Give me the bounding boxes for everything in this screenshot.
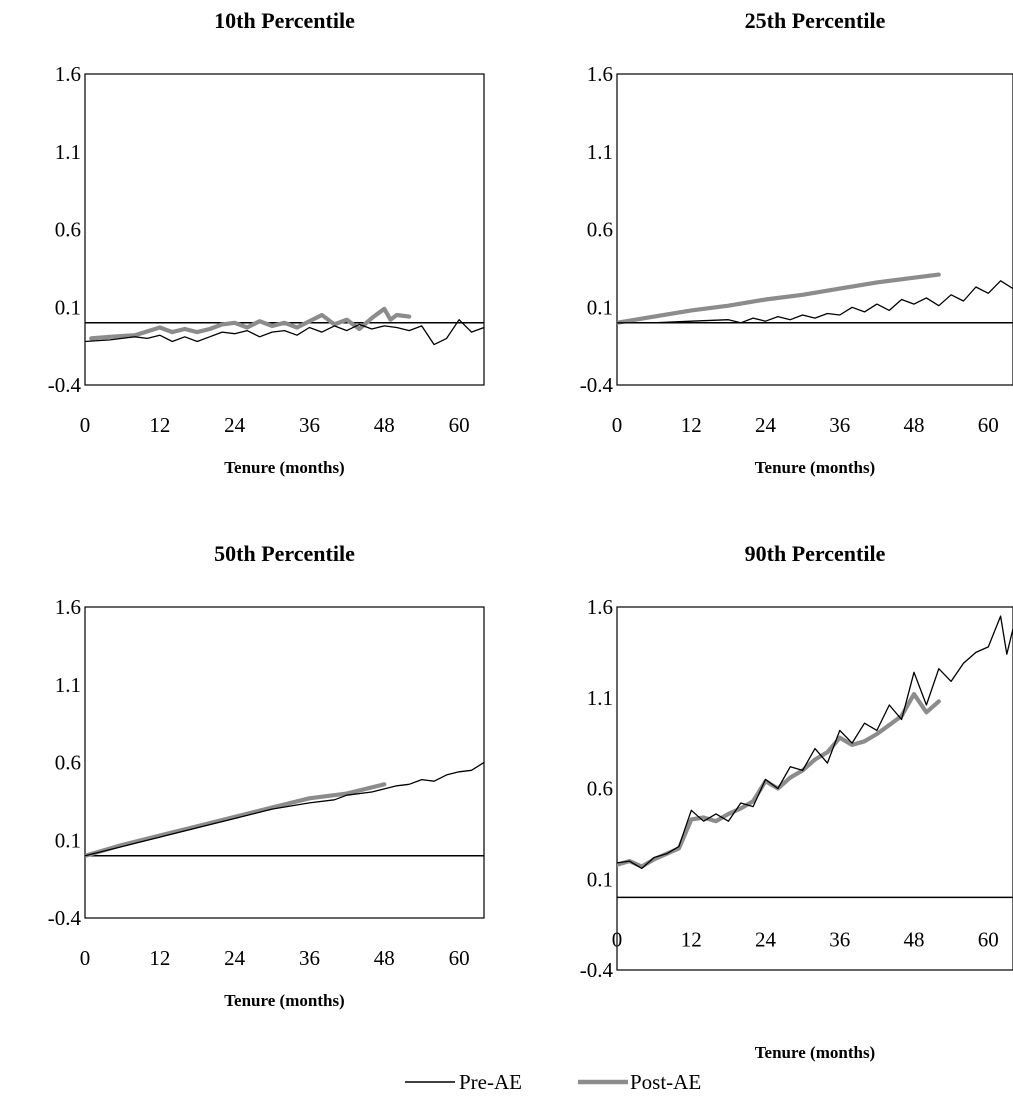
x-tick-label: 24 [755, 413, 777, 437]
y-tick-label: 0.1 [587, 295, 613, 319]
x-tick-label: 12 [149, 413, 170, 437]
y-tick-label: 1.6 [55, 595, 81, 619]
y-tick-label: 1.1 [55, 673, 81, 697]
x-tick-label: 0 [80, 413, 91, 437]
y-tick-label: 1.1 [587, 686, 613, 710]
legend-label-post-ae: Post-AE [630, 1070, 701, 1094]
y-tick-label: -0.4 [580, 958, 614, 982]
series-line-post-ae [617, 272, 941, 325]
y-tick-label: -0.4 [48, 373, 82, 397]
y-tick-label: 1.1 [587, 140, 613, 164]
plot-frame [84, 73, 485, 386]
x-tick-label: 48 [904, 927, 925, 951]
x-tick-label: 60 [449, 413, 470, 437]
series-line-post-ae [617, 691, 941, 869]
y-tick-label: 0.1 [587, 867, 613, 891]
panel-25th-percentile: 25th Percentile -0.4 0.1 0.6 1.1 1.6 0 12 24 36 48… [580, 8, 1013, 477]
y-tick-label: 0.1 [55, 828, 81, 852]
x-tick-label: 60 [449, 946, 470, 970]
y-tick-label: -0.4 [580, 373, 614, 397]
panel-90th-percentile: 90th Percentile -0.4 0.1 0.6 1.1 1.6 0 12 24 36 48… [580, 541, 1013, 1062]
series-line-pre-ae [85, 761, 484, 857]
x-tick-label: 48 [904, 413, 925, 437]
y-tick-label: 1.6 [55, 62, 81, 86]
x-tick-label: 12 [681, 413, 702, 437]
x-tick-label: 0 [612, 927, 623, 951]
x-tick-label: 24 [224, 413, 246, 437]
x-tick-label: 48 [374, 946, 395, 970]
y-tick-label: 0.6 [55, 751, 81, 775]
y-tick-label: 0.6 [587, 777, 613, 801]
y-tick-label: -0.4 [48, 906, 82, 930]
legend-label-pre-ae: Pre-AE [459, 1070, 522, 1094]
series-line-pre-ae [617, 615, 1013, 870]
x-tick-label: 12 [149, 946, 170, 970]
panel-50th-percentile: 50th Percentile -0.4 0.1 0.6 1.1 1.6 0 12 24 36 48… [48, 541, 485, 1010]
legend: Pre-AE Post-AE [405, 1070, 701, 1094]
plot-frame [84, 606, 485, 919]
panel-10th-percentile: 10th Percentile -0.4 0.1 0.6 1.1 1.6 0 12 24 36 48… [48, 8, 485, 477]
x-tick-label: 12 [681, 927, 702, 951]
x-tick-label: 36 [829, 413, 850, 437]
y-tick-label: 1.6 [587, 62, 613, 86]
x-tick-label: 48 [374, 413, 395, 437]
series-line-pre-ae [617, 280, 1013, 324]
x-tick-label: 24 [224, 946, 246, 970]
y-tick-label: 1.6 [587, 595, 613, 619]
plot-frame [616, 73, 1013, 386]
x-tick-label: 24 [755, 927, 777, 951]
x-tick-label: 36 [299, 946, 320, 970]
x-tick-label: 0 [80, 946, 91, 970]
series-line-post-ae [89, 306, 412, 341]
panel-title: 10th Percentile [214, 8, 355, 33]
x-tick-label: 36 [829, 927, 850, 951]
y-tick-label: 0.6 [55, 218, 81, 242]
x-tick-label: 60 [978, 413, 999, 437]
y-tick-label: 1.1 [55, 140, 81, 164]
x-tick-label: 36 [299, 413, 320, 437]
y-tick-label: 0.6 [587, 218, 613, 242]
x-tick-label: 60 [978, 927, 999, 951]
panel-title: 25th Percentile [745, 8, 886, 33]
x-axis-label: Tenure (months) [224, 458, 344, 477]
x-axis-label: Tenure (months) [224, 991, 344, 1010]
series-line-post-ae [85, 782, 387, 858]
x-tick-label: 0 [612, 413, 623, 437]
y-tick-label: 0.1 [55, 295, 81, 319]
x-axis-label: Tenure (months) [755, 458, 875, 477]
plot-frame [616, 606, 1013, 971]
series-line-pre-ae [85, 319, 484, 346]
panel-title: 90th Percentile [745, 541, 886, 566]
panel-title: 50th Percentile [214, 541, 355, 566]
x-axis-label: Tenure (months) [755, 1043, 875, 1062]
